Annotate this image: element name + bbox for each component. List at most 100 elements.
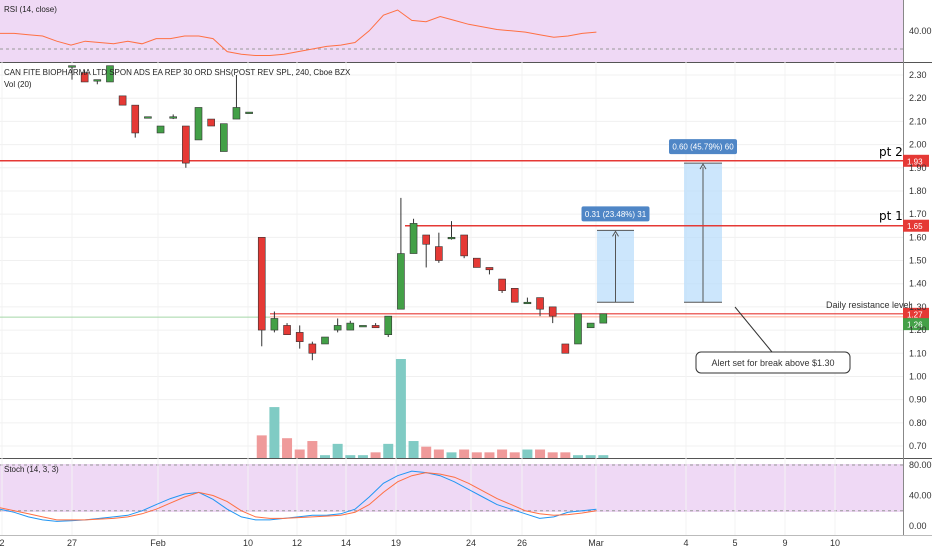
volume-bar (282, 438, 293, 458)
candle (80, 70, 89, 83)
price-tick-label: 2.30 (909, 70, 927, 80)
price-tick-label: 2.00 (909, 140, 927, 150)
candle (156, 125, 165, 134)
volume-bar (598, 455, 609, 458)
candle (447, 221, 456, 240)
price-tick-label: 0.90 (909, 395, 927, 405)
volume-bar (573, 455, 583, 458)
price-tick-label: 1.20 (909, 325, 927, 335)
x-tick-label: 2 (0, 538, 5, 548)
x-tick-label: 12 (292, 538, 302, 548)
level-badge-pt2 (903, 154, 929, 167)
candle (270, 311, 279, 333)
rsi-panel-bg (0, 0, 903, 62)
candle (574, 313, 582, 345)
candle (295, 325, 304, 349)
candle (472, 257, 481, 268)
stoch-tick-label: 40.00 (909, 491, 932, 501)
x-tick-label: 24 (466, 538, 476, 548)
level-badge-pt1 (903, 219, 929, 232)
candle (371, 323, 380, 329)
candle (409, 218, 418, 254)
volume-bar (408, 441, 419, 458)
candle (536, 297, 544, 317)
candle (523, 297, 532, 305)
current-price-text: 1.26 (907, 321, 923, 330)
candle (308, 341, 317, 361)
volume-bar (484, 452, 495, 458)
candle (422, 234, 431, 268)
price-tick-label: 2.20 (909, 93, 927, 103)
candle (397, 197, 405, 310)
measure-badge-text: 0.31 (23.48%) 31 (585, 210, 647, 219)
measure-badge-text: 0.60 (45.79%) 60 (672, 143, 734, 152)
candle (599, 313, 608, 324)
candle (384, 315, 393, 338)
volume-bar (522, 449, 533, 458)
candle (321, 336, 329, 345)
price-tick-label: 2.10 (909, 116, 927, 126)
candle (485, 267, 494, 275)
volume-bar (357, 455, 368, 458)
stoch-tick-label: 80.00 (909, 460, 932, 470)
candle (586, 322, 595, 329)
x-tick-label: Mar (588, 538, 604, 548)
current-price-badge (903, 318, 929, 331)
level-label-pt2: pt 2 (879, 145, 903, 159)
candle (435, 232, 443, 263)
candle (257, 237, 266, 347)
x-tick-label: 27 (67, 538, 77, 548)
volume-bar (307, 441, 318, 458)
volume-bar (320, 455, 330, 458)
x-tick-label: 4 (683, 538, 688, 548)
stoch-label: Stoch (14, 3, 3) (4, 465, 59, 474)
volume-bar (256, 435, 267, 458)
volume-bar (547, 452, 558, 458)
stoch-d-line (0, 472, 597, 521)
candle (460, 234, 468, 259)
x-tick-label: 10 (830, 538, 840, 548)
price-tick-label: 0.70 (909, 441, 927, 451)
volume-bar (471, 452, 482, 458)
volume-bar (383, 443, 394, 458)
x-tick-label: 10 (243, 538, 253, 548)
candle (131, 104, 140, 138)
x-tick-label: 5 (732, 538, 737, 548)
x-tick-label: 14 (341, 538, 351, 548)
candle (510, 288, 519, 303)
price-tick-label: 1.00 (909, 371, 927, 381)
candle (169, 114, 177, 120)
candle (182, 125, 190, 168)
candle (220, 123, 228, 152)
candle (498, 278, 506, 293)
alert-callout: Alert set for break above $1.30 (695, 306, 851, 374)
volume-bar (395, 359, 406, 458)
x-tick-label: 26 (517, 538, 527, 548)
candle (118, 95, 127, 106)
stoch-tick-label: 0.00 (909, 521, 927, 531)
volume-bar (370, 452, 381, 458)
rsi-label: RSI (14, close) (4, 5, 57, 14)
price-tick-label: 1.90 (909, 163, 927, 173)
price-tick-label: 1.70 (909, 209, 927, 219)
candle (68, 65, 76, 80)
price-tick-label: 1.10 (909, 348, 927, 358)
measure-badge (581, 206, 650, 222)
rsi-tick-label: 40.00 (909, 26, 932, 36)
candle (194, 107, 203, 141)
candle (333, 318, 342, 333)
volume-bar (332, 443, 343, 458)
candle (106, 65, 114, 83)
volume-bar (535, 449, 546, 458)
price-tick-label: 1.30 (909, 302, 927, 312)
candle (245, 111, 253, 114)
level-badge-text: 1.65 (907, 222, 923, 231)
volume-bar (433, 449, 444, 458)
volume-bar (345, 455, 356, 458)
x-tick-label: 9 (782, 538, 787, 548)
candle (144, 116, 152, 119)
x-tick-label: 19 (391, 538, 401, 548)
volume-bar (294, 449, 305, 458)
stoch-panel-bg (0, 464, 903, 512)
